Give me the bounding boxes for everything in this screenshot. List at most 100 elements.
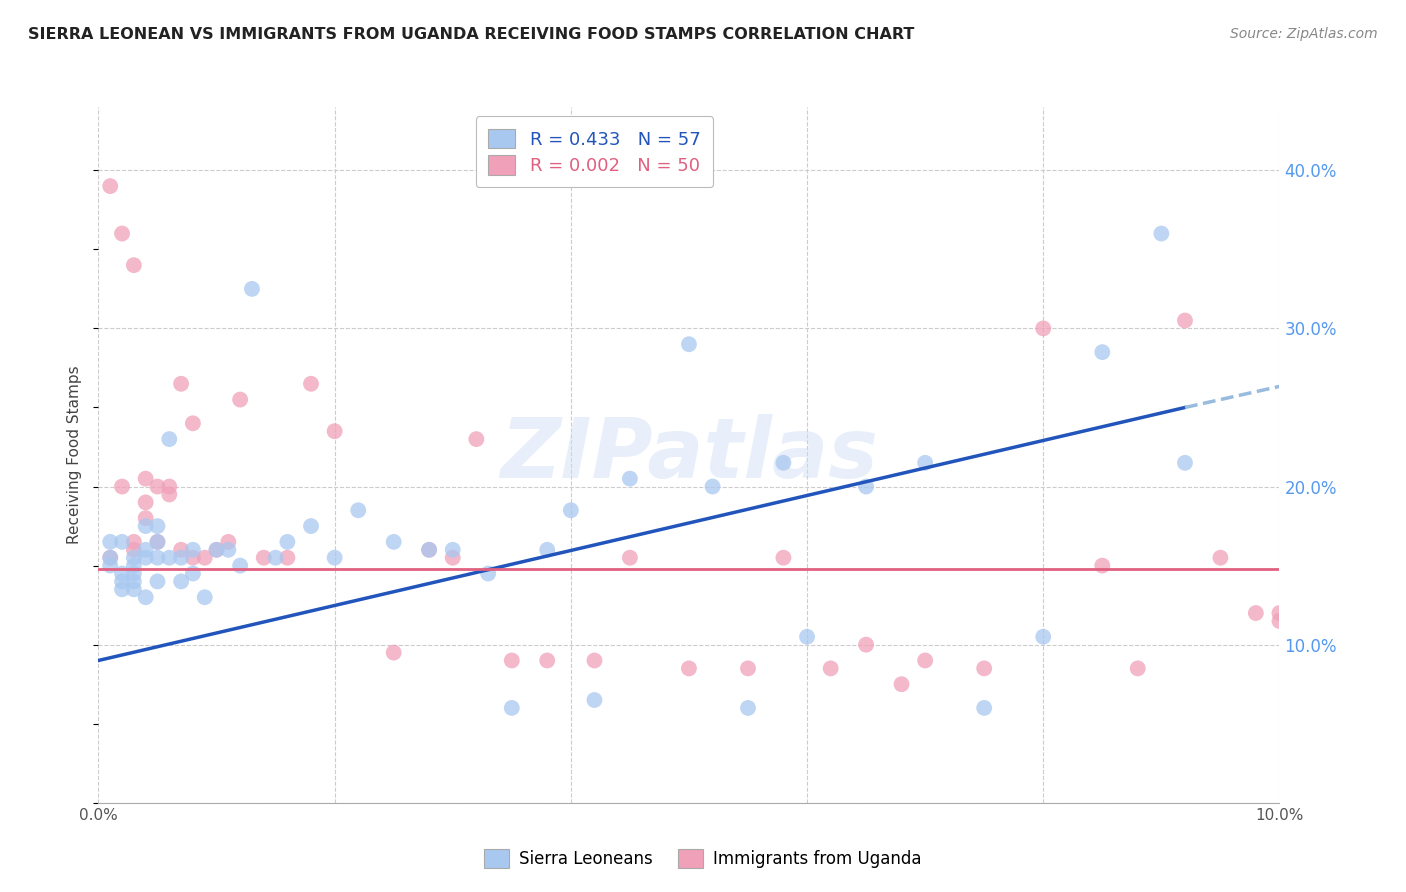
Y-axis label: Receiving Food Stamps: Receiving Food Stamps: [67, 366, 83, 544]
Point: [181, 417, 204, 431]
Point: [122, 542, 145, 557]
Point: [501, 701, 523, 715]
Point: [914, 653, 936, 667]
Point: [583, 693, 606, 707]
Point: [194, 591, 217, 605]
Point: [560, 503, 582, 517]
Point: [135, 519, 157, 533]
Point: [229, 558, 252, 573]
Legend: R = 0.433   N = 57, R = 0.002   N = 50: R = 0.433 N = 57, R = 0.002 N = 50: [475, 116, 713, 187]
Point: [157, 432, 180, 446]
Point: [217, 542, 239, 557]
Point: [1209, 550, 1232, 565]
Point: [205, 542, 228, 557]
Point: [1244, 606, 1267, 620]
Point: [111, 566, 134, 581]
Point: [205, 542, 228, 557]
Point: [796, 630, 818, 644]
Point: [737, 701, 759, 715]
Point: [181, 550, 204, 565]
Point: [122, 550, 145, 565]
Point: [772, 456, 794, 470]
Point: [135, 495, 157, 509]
Point: [98, 550, 121, 565]
Point: [1268, 606, 1291, 620]
Point: [122, 574, 145, 589]
Point: [135, 542, 157, 557]
Point: [583, 653, 606, 667]
Point: [157, 479, 180, 493]
Point: [170, 574, 193, 589]
Point: [111, 479, 134, 493]
Point: [702, 479, 724, 493]
Point: [1126, 661, 1149, 675]
Point: [122, 558, 145, 573]
Point: [264, 550, 287, 565]
Point: [1091, 558, 1114, 573]
Text: SIERRA LEONEAN VS IMMIGRANTS FROM UGANDA RECEIVING FOOD STAMPS CORRELATION CHART: SIERRA LEONEAN VS IMMIGRANTS FROM UGANDA…: [28, 27, 914, 42]
Point: [157, 487, 180, 501]
Point: [536, 542, 558, 557]
Point: [536, 653, 558, 667]
Point: [501, 653, 523, 667]
Point: [157, 550, 180, 565]
Point: [382, 646, 405, 660]
Point: [323, 424, 346, 438]
Point: [146, 534, 169, 549]
Point: [678, 661, 700, 675]
Point: [146, 534, 169, 549]
Point: [1032, 321, 1054, 335]
Point: [253, 550, 276, 565]
Point: [820, 661, 842, 675]
Point: [240, 282, 263, 296]
Point: [98, 550, 121, 565]
Point: [135, 550, 157, 565]
Point: [737, 661, 759, 675]
Point: [146, 574, 169, 589]
Point: [1174, 456, 1197, 470]
Point: [181, 542, 204, 557]
Point: [276, 534, 298, 549]
Point: [619, 472, 641, 486]
Point: [122, 582, 145, 597]
Point: [122, 534, 145, 549]
Point: [98, 179, 121, 194]
Point: [418, 542, 440, 557]
Point: [1032, 630, 1054, 644]
Point: [146, 519, 169, 533]
Point: [418, 542, 440, 557]
Point: [299, 519, 322, 533]
Point: [1268, 614, 1291, 628]
Point: [441, 550, 464, 565]
Point: [217, 534, 239, 549]
Point: [323, 550, 346, 565]
Point: [111, 574, 134, 589]
Point: [135, 591, 157, 605]
Point: [98, 558, 121, 573]
Point: [619, 550, 641, 565]
Point: [678, 337, 700, 351]
Point: [170, 550, 193, 565]
Text: Source: ZipAtlas.com: Source: ZipAtlas.com: [1230, 27, 1378, 41]
Point: [855, 638, 877, 652]
Point: [170, 542, 193, 557]
Text: ZIPatlas: ZIPatlas: [501, 415, 877, 495]
Point: [772, 550, 794, 565]
Point: [477, 566, 499, 581]
Point: [276, 550, 298, 565]
Point: [122, 566, 145, 581]
Point: [1174, 313, 1197, 327]
Point: [111, 534, 134, 549]
Point: [170, 376, 193, 391]
Point: [229, 392, 252, 407]
Point: [146, 479, 169, 493]
Point: [111, 227, 134, 241]
Point: [299, 376, 322, 391]
Point: [855, 479, 877, 493]
Point: [122, 258, 145, 272]
Point: [465, 432, 488, 446]
Legend: Sierra Leoneans, Immigrants from Uganda: Sierra Leoneans, Immigrants from Uganda: [478, 843, 928, 875]
Point: [135, 472, 157, 486]
Point: [135, 511, 157, 525]
Point: [973, 701, 995, 715]
